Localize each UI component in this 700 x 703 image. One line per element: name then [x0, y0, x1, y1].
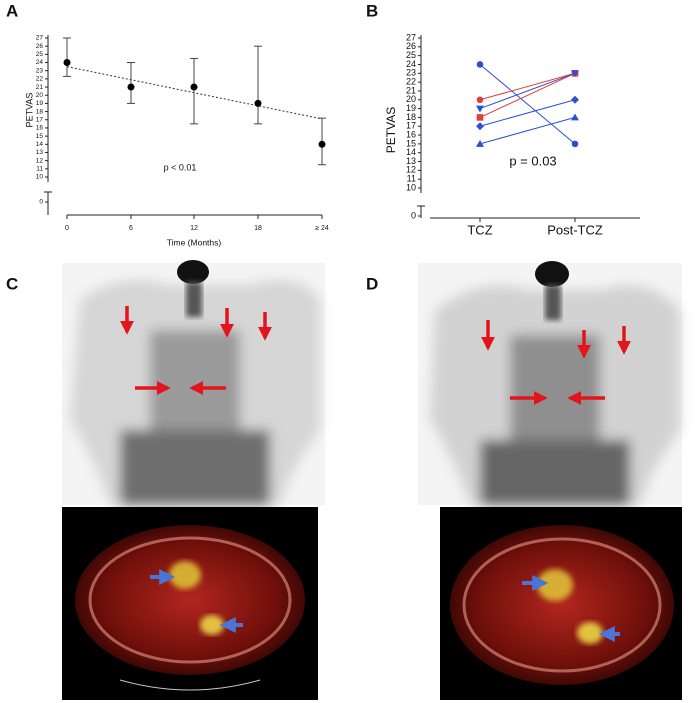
point	[476, 61, 484, 68]
y-tick-label: 22	[406, 76, 416, 86]
point	[63, 59, 71, 67]
y-tick-label: 10	[406, 182, 416, 192]
point	[190, 83, 198, 91]
point	[571, 113, 579, 121]
y-tick-label: 18	[36, 108, 44, 115]
y-tick-label: 13	[406, 156, 416, 166]
point	[318, 140, 326, 148]
y-tick-label: 10	[36, 174, 44, 181]
y-tick-label: 11	[36, 166, 43, 173]
x-axis-label: Time (Months)	[167, 237, 222, 247]
panel-label: D	[366, 274, 378, 293]
pair-line	[479, 72, 576, 110]
pair-line	[479, 72, 576, 118]
point	[127, 83, 135, 91]
y-tick-label: 26	[36, 43, 44, 50]
y-tick-label: 15	[36, 133, 44, 140]
trend-line	[66, 66, 323, 120]
y-tick-label: 13	[36, 149, 44, 156]
point	[476, 139, 484, 147]
point	[571, 140, 579, 148]
y-tick-label: 22	[36, 76, 44, 83]
y-axis-label: PETVAS	[384, 107, 398, 153]
y-tick-label: 17	[36, 116, 44, 123]
image-c	[62, 260, 325, 700]
point	[571, 95, 579, 104]
x-tick-label: 12	[190, 225, 198, 232]
y-tick-label: 27	[36, 35, 44, 42]
x-tick-label: 6	[129, 225, 133, 232]
point	[254, 99, 262, 107]
x-tick-label: Post-TCZ	[547, 222, 603, 237]
y-tick-label: 0	[411, 210, 416, 220]
y-tick-label: 20	[36, 92, 44, 99]
y-tick-label: 0	[39, 199, 43, 206]
point	[476, 114, 484, 121]
y-tick-label: 20	[406, 94, 416, 104]
y-tick-label: 12	[36, 157, 44, 164]
panel-label: C	[6, 274, 18, 293]
y-tick-label: 23	[36, 67, 44, 74]
y-tick-label: 16	[406, 129, 416, 139]
y-tick-label: 14	[406, 147, 416, 157]
image-d	[418, 261, 682, 700]
annotation: p < 0.01	[164, 162, 197, 172]
point	[476, 96, 484, 104]
y-tick-label: 25	[406, 50, 416, 60]
y-tick-label: 14	[36, 141, 44, 148]
point	[476, 105, 484, 113]
y-tick-label: 21	[406, 85, 416, 95]
panel-label: A	[6, 1, 18, 20]
pair-line	[479, 64, 576, 145]
y-tick-label: 21	[36, 84, 44, 91]
y-tick-label: 25	[36, 51, 44, 58]
y-tick-label: 17	[406, 121, 416, 131]
y-tick-label: 19	[36, 100, 44, 107]
y-tick-label: 12	[406, 165, 416, 175]
x-tick-label: 18	[254, 225, 262, 232]
pair-line	[479, 99, 576, 127]
y-tick-label: 26	[406, 41, 416, 51]
y-tick-label: 19	[406, 103, 416, 113]
y-tick-label: 15	[406, 138, 416, 148]
panel-label: B	[366, 1, 378, 20]
y-tick-label: 24	[36, 59, 44, 66]
point	[476, 122, 484, 131]
y-tick-label: 11	[407, 174, 416, 184]
pair-line	[479, 116, 576, 145]
y-tick-label: 16	[36, 125, 44, 132]
x-tick-label: TCZ	[467, 222, 492, 237]
y-axis-label: PETVAS	[24, 93, 34, 128]
y-tick-label: 23	[406, 68, 416, 78]
point	[571, 70, 579, 78]
y-tick-label: 18	[406, 112, 416, 122]
y-tick-label: 24	[406, 59, 416, 69]
pair-line	[479, 72, 576, 101]
x-tick-label: ≥ 24	[315, 225, 329, 232]
x-tick-label: 0	[65, 225, 69, 232]
y-tick-label: 27	[406, 32, 416, 42]
annotation: p = 0.03	[509, 153, 556, 168]
